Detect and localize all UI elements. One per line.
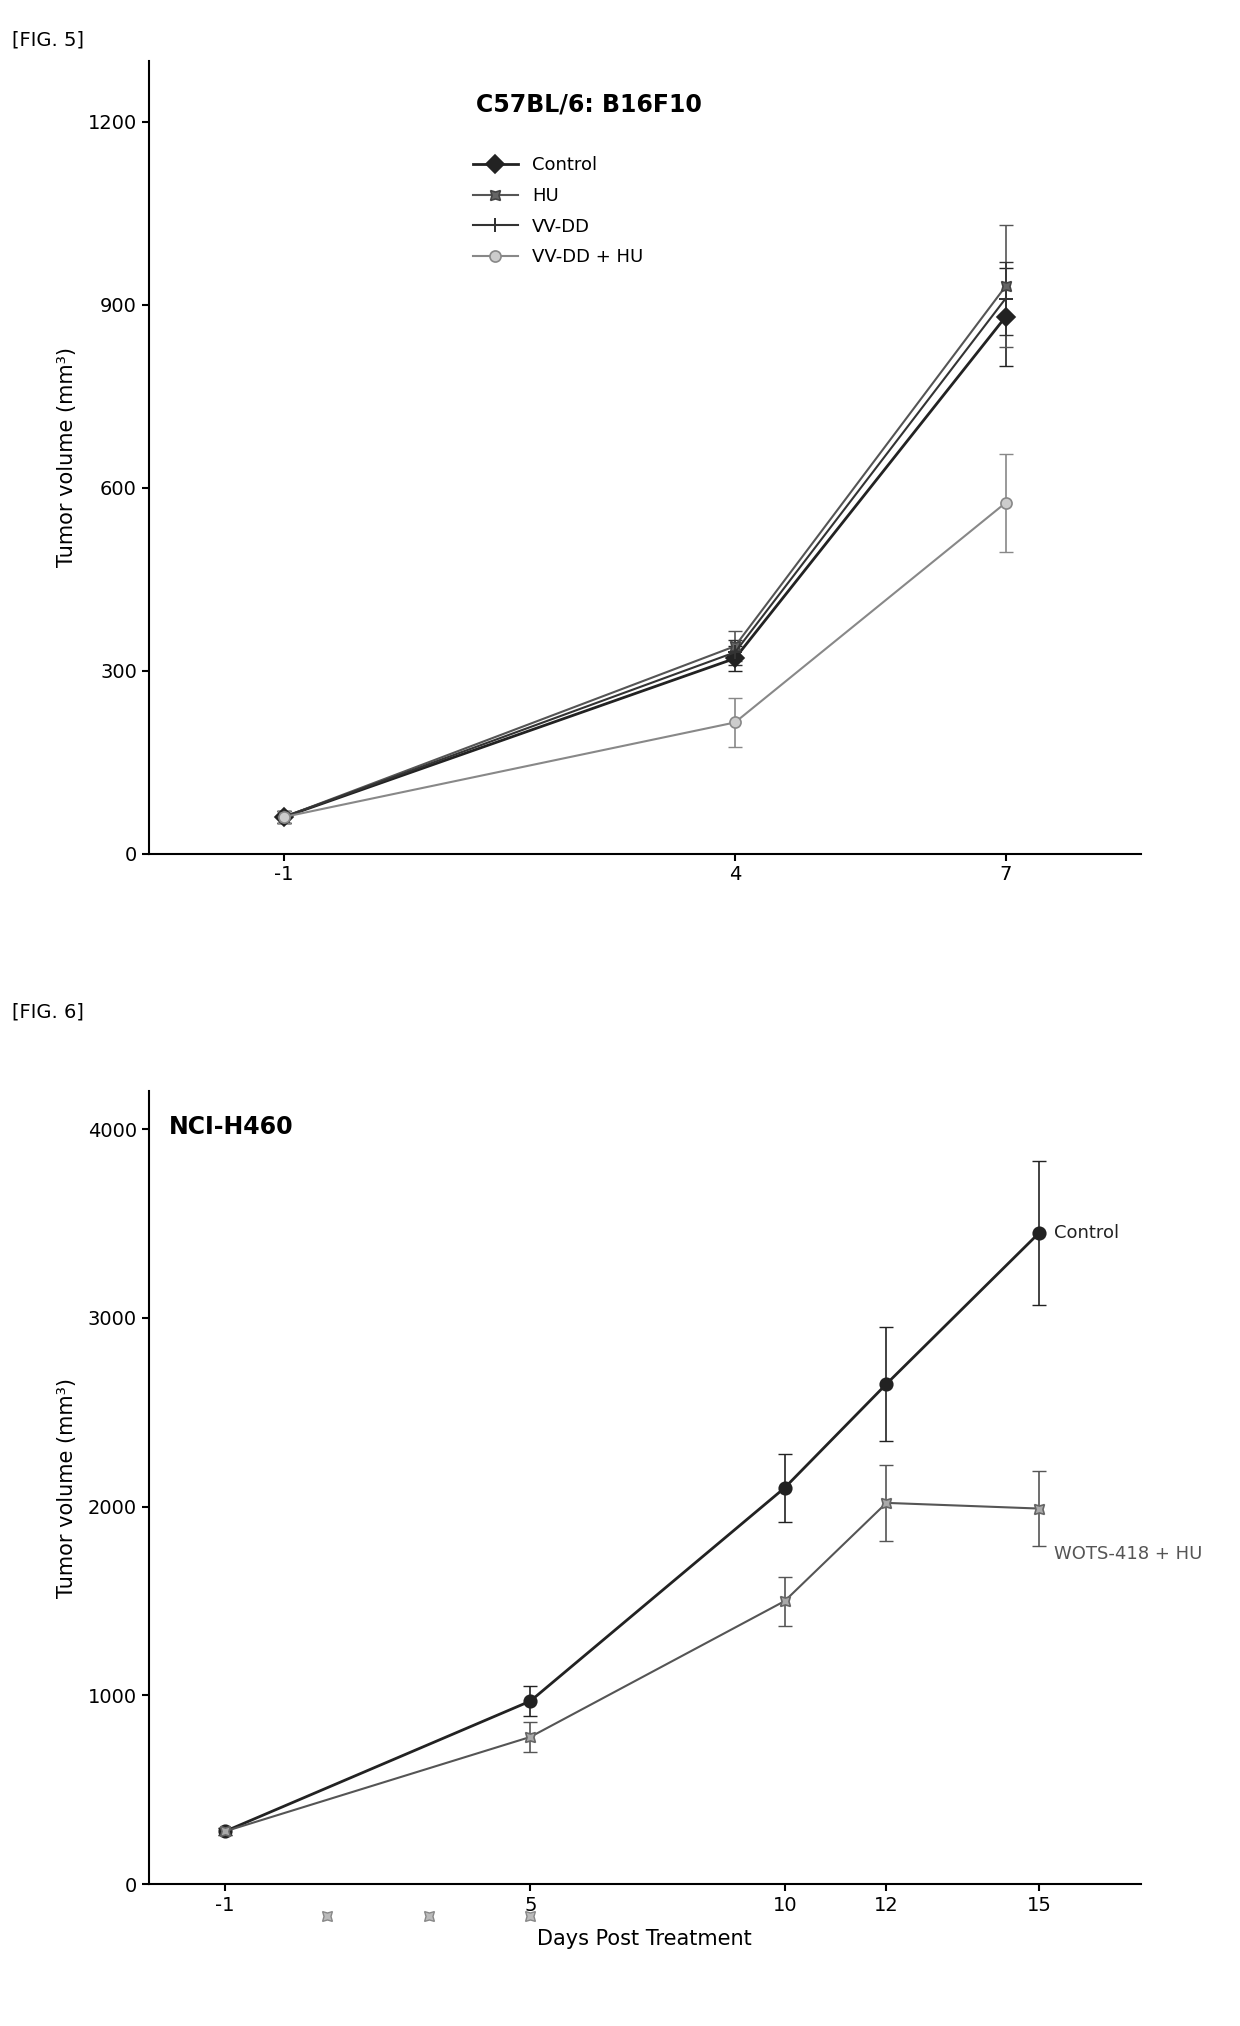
Y-axis label: Tumor volume (mm³): Tumor volume (mm³) (57, 346, 77, 567)
Text: [FIG. 5]: [FIG. 5] (12, 30, 84, 49)
X-axis label: Days Post Treatment: Days Post Treatment (537, 1929, 753, 1949)
Text: WOTS-418 + HU: WOTS-418 + HU (1054, 1546, 1203, 1562)
Text: Control: Control (1054, 1224, 1120, 1242)
Legend: Control, HU, VV-DD, VV-DD + HU: Control, HU, VV-DD, VV-DD + HU (465, 150, 651, 274)
Text: NCI-H460: NCI-H460 (169, 1114, 294, 1139)
Text: C57BL/6: B16F10: C57BL/6: B16F10 (476, 93, 702, 115)
Text: [FIG. 6]: [FIG. 6] (12, 1003, 84, 1021)
Y-axis label: Tumor volume (mm³): Tumor volume (mm³) (57, 1378, 77, 1599)
